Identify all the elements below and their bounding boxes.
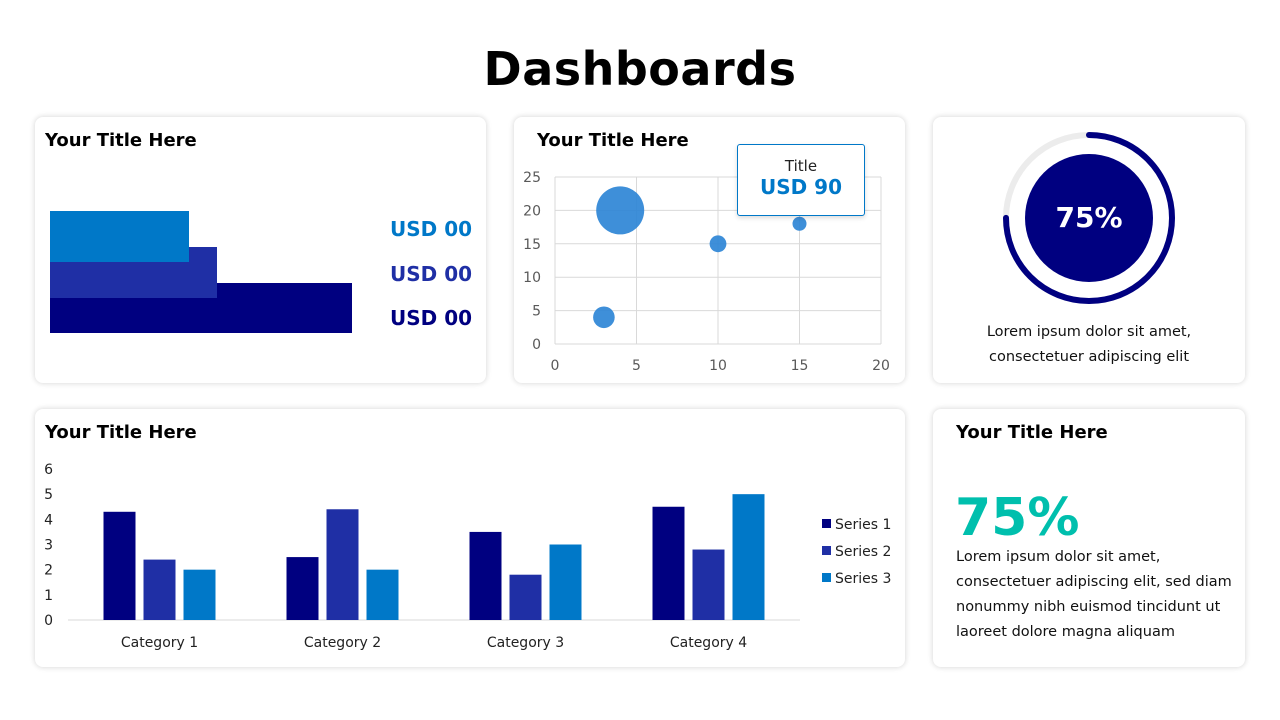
bubble-chart: 0 5 10 15 20 0 5 10 15 20 25 — [523, 170, 890, 374]
x-tick-label: 10 — [709, 358, 727, 374]
bubble-point — [596, 186, 645, 235]
x-tick-label: 15 — [791, 358, 809, 374]
kpi-description: Lorem ipsum dolor sit amet, consectetuer… — [956, 549, 1232, 640]
y-tick-label: 15 — [523, 237, 541, 253]
donut-percent-label: 75% — [1055, 201, 1123, 234]
bubble-point — [792, 216, 807, 231]
y-tick-label: 5 — [532, 304, 541, 320]
legend-label: Series 1 — [835, 517, 891, 533]
column-bar — [143, 559, 176, 620]
x-tick-label: 0 — [551, 358, 560, 374]
legend-label: Series 3 — [835, 571, 891, 587]
donut-center — [1025, 154, 1153, 282]
callout-value: USD 90 — [759, 175, 843, 199]
kpi-percent: 75% — [955, 488, 1080, 548]
category-label: Category 3 — [487, 635, 564, 651]
column-bar — [549, 544, 582, 620]
card-title: Your Title Here — [45, 130, 197, 151]
column-bar — [103, 511, 136, 620]
donut-gauge — [1003, 132, 1175, 304]
card-column-chart: Your Title Here 0 1 2 3 4 5 6 Category 1 Categor… — [35, 409, 905, 667]
donut-description: Lorem ipsum dolor sit amet, consectetuer… — [986, 324, 1192, 365]
legend-swatch — [822, 573, 831, 582]
y-tick-label: 5 — [44, 487, 53, 503]
x-tick-label: 5 — [632, 358, 641, 374]
callout-label: Title — [784, 157, 818, 175]
card-horizontal-bars: Your Title Here USD 00 USD 00 USD 00 — [35, 117, 486, 383]
column-bar — [692, 549, 725, 620]
column-chart: 0 1 2 3 4 5 6 Category 1 Category 2 Category 3 Cat… — [44, 462, 891, 651]
callout-box: Title USD 90 — [737, 144, 865, 216]
category-label: Category 1 — [121, 635, 198, 651]
legend-swatch — [822, 519, 831, 528]
page-title: Dashboards — [483, 42, 797, 96]
card-donut: 75% Lorem ipsum dolor sit amet, consecte… — [933, 117, 1245, 383]
y-tick-label: 10 — [523, 270, 541, 286]
card-bubble-chart: Your Title Here 0 5 10 15 20 0 5 10 15 20 25 Title… — [514, 117, 905, 383]
category-label: Category 2 — [304, 635, 381, 651]
column-bar — [469, 531, 502, 620]
column-bar — [366, 569, 399, 620]
horizontal-bar-chart — [50, 211, 380, 333]
value-label-3: USD 00 — [390, 306, 473, 330]
card-title: Your Title Here — [956, 422, 1108, 443]
y-tick-label: 2 — [44, 563, 53, 579]
column-bar — [509, 574, 542, 620]
y-tick-label: 4 — [44, 512, 53, 528]
legend-label: Series 2 — [835, 544, 891, 560]
column-bar — [286, 557, 319, 620]
card-kpi: Your Title Here 75% Lorem ipsum dolor si… — [933, 409, 1245, 667]
y-tick-label: 25 — [523, 170, 541, 186]
hbar-1 — [50, 211, 189, 262]
bubble-point — [593, 306, 615, 329]
value-label-1: USD 00 — [390, 217, 473, 241]
column-bar — [732, 494, 765, 620]
y-tick-label: 0 — [44, 613, 53, 629]
card-title: Your Title Here — [45, 422, 197, 443]
card-title: Your Title Here — [537, 130, 689, 151]
donut-progress-arc — [1003, 132, 1175, 304]
category-label: Category 4 — [670, 635, 747, 651]
y-tick-label: 1 — [44, 588, 53, 604]
value-label-2: USD 00 — [390, 262, 473, 286]
y-tick-label: 20 — [523, 203, 541, 219]
y-tick-label: 0 — [532, 337, 541, 353]
x-tick-label: 20 — [872, 358, 890, 374]
column-bar — [652, 506, 685, 620]
y-tick-label: 3 — [44, 538, 53, 554]
column-bar — [183, 569, 216, 620]
legend-swatch — [822, 546, 831, 555]
y-tick-label: 6 — [44, 462, 53, 478]
bubble-point — [709, 235, 727, 253]
column-bar — [326, 509, 359, 620]
